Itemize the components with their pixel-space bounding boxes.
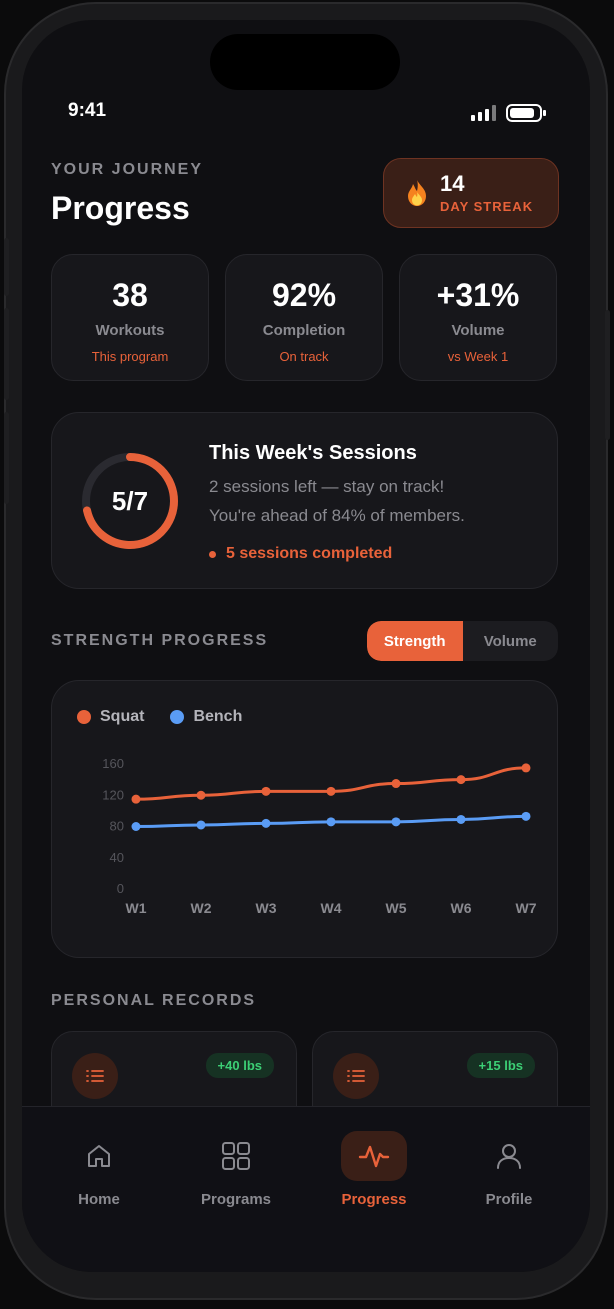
sessions-ring-text: 5/7 <box>111 485 149 516</box>
power-button <box>605 310 610 440</box>
streak-value: 14 <box>440 170 465 196</box>
data-point-squat <box>261 786 271 796</box>
legend-dot <box>77 710 91 724</box>
sessions-rank-text: You're ahead of 84% of members. <box>209 506 465 525</box>
sessions-completed: 5 sessions completed <box>209 545 392 563</box>
x-tick-label: W6 <box>451 900 472 916</box>
x-tick-label: W3 <box>256 900 277 916</box>
tab-bar: Home Programs Progress <box>22 1106 590 1272</box>
legend-dot <box>170 710 185 724</box>
signal-icon <box>471 105 496 121</box>
data-point-squat <box>196 790 206 800</box>
strength-line-chart: 0 40 80 120 160 W1 W2 W3 W4 W5 W6 W7 <box>102 756 537 916</box>
x-tick-label: W7 <box>516 900 537 916</box>
x-tick-label: W4 <box>321 900 342 916</box>
mute-switch <box>4 238 9 296</box>
toggle-strength[interactable]: Strength <box>367 621 463 661</box>
tab-label: Progress <box>341 1191 407 1208</box>
tab-progress[interactable]: Progress <box>314 1131 434 1208</box>
tab-programs[interactable]: Programs <box>176 1131 296 1208</box>
stat-label: Completion <box>262 322 346 339</box>
tab-label: Home <box>78 1191 120 1208</box>
tab-home[interactable]: Home <box>39 1131 159 1208</box>
data-point-bench <box>131 822 141 831</box>
fire-icon <box>406 179 428 207</box>
data-point-bench <box>521 811 531 821</box>
data-point-squat <box>131 794 141 804</box>
stat-card-workouts[interactable]: 38 Workouts This program <box>51 254 209 381</box>
legend-label: Bench <box>193 708 243 725</box>
dynamic-island <box>210 34 400 90</box>
stat-sub: vs Week 1 <box>447 349 509 364</box>
data-point-bench <box>261 818 271 828</box>
stat-label: Workouts <box>95 322 165 339</box>
x-tick-label: W5 <box>386 900 407 916</box>
sessions-progress-ring <box>82 453 178 549</box>
sessions-remaining-text: 2 sessions left — stay on track! <box>209 477 445 496</box>
grid-icon <box>203 1131 269 1181</box>
stat-sub: This program <box>91 349 169 364</box>
activity-icon <box>341 1131 407 1181</box>
chart-legend: Squat Bench <box>77 708 242 726</box>
chart-mode-toggle: Strength Volume <box>367 621 558 661</box>
page-title: Progress <box>51 190 190 226</box>
status-icons <box>471 104 546 122</box>
data-point-squat <box>326 786 336 796</box>
x-tick-label: W1 <box>126 900 147 916</box>
legend-item-squat: Squat <box>77 708 144 726</box>
data-point-bench <box>456 814 466 824</box>
records-section-title: PERSONAL RECORDS <box>51 992 257 1009</box>
data-point-bench <box>391 817 401 827</box>
legend-item-bench: Bench <box>170 708 242 726</box>
strength-chart-card: Squat Bench 0 40 80 120 160 W1 W2 W3 W4 W5 W6 W7 <box>51 680 558 958</box>
streak-label: DAY STREAK <box>440 198 534 214</box>
stat-sub: On track <box>279 349 329 364</box>
status-dot <box>209 550 216 558</box>
volume-up-button <box>4 308 9 400</box>
y-tick-label: 80 <box>110 819 124 834</box>
volume-down-button <box>4 412 9 504</box>
eyebrow-label: YOUR JOURNEY <box>51 161 204 178</box>
user-icon <box>476 1131 542 1181</box>
list-icon <box>333 1053 379 1099</box>
home-icon <box>66 1131 132 1181</box>
tab-label: Profile <box>485 1191 533 1208</box>
stat-value: 92% <box>271 277 337 313</box>
sessions-completed-text: 5 sessions completed <box>226 545 393 562</box>
legend-label: Squat <box>100 708 145 725</box>
y-tick-label: 40 <box>110 850 124 865</box>
data-point-squat <box>456 775 466 785</box>
stat-value: +31% <box>436 277 520 313</box>
stat-card-volume[interactable]: +31% Volume vs Week 1 <box>399 254 557 381</box>
record-card[interactable]: +15 lbs <box>312 1031 558 1141</box>
stat-label: Volume <box>451 322 505 339</box>
weekly-sessions-card[interactable]: 5/7 This Week's Sessions 2 sessions left… <box>51 412 558 589</box>
streak-badge[interactable]: 14 DAY STREAK <box>383 158 559 228</box>
data-point-squat <box>391 779 401 789</box>
data-point-bench <box>326 817 336 827</box>
tab-label: Programs <box>200 1191 272 1208</box>
screen: 9:41 YOUR JOURNEY Progress 14 DAY STREAK… <box>22 20 590 1272</box>
status-time: 9:41 <box>68 100 107 121</box>
y-tick-label: 120 <box>102 787 124 802</box>
list-icon <box>72 1053 118 1099</box>
stat-card-completion[interactable]: 92% Completion On track <box>225 254 383 381</box>
tab-profile[interactable]: Profile <box>449 1131 569 1208</box>
y-tick-label: 160 <box>102 756 124 771</box>
record-gain-badge: +40 lbs <box>205 1053 274 1078</box>
data-point-squat <box>521 763 531 773</box>
toggle-volume[interactable]: Volume <box>483 632 537 650</box>
y-tick-label: 0 <box>117 881 124 896</box>
sessions-title: This Week's Sessions <box>209 442 417 464</box>
x-tick-label: W2 <box>191 900 212 916</box>
stat-value: 38 <box>112 277 148 313</box>
data-point-bench <box>196 820 206 830</box>
record-gain-badge: +15 lbs <box>466 1053 535 1078</box>
strength-section-title: STRENGTH PROGRESS <box>51 632 269 649</box>
battery-icon <box>506 104 546 122</box>
